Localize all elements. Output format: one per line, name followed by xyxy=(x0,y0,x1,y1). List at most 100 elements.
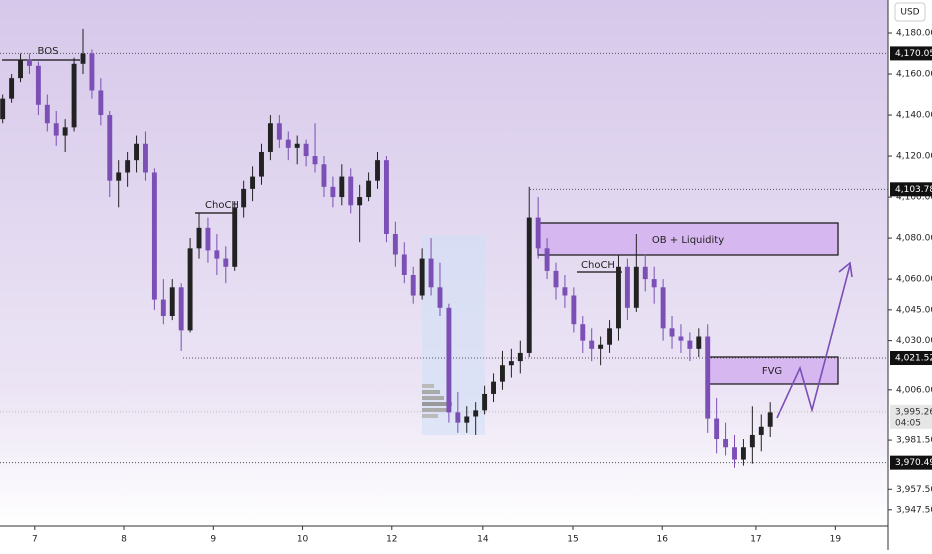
candle-body xyxy=(357,197,363,206)
y-tick-label: 4,045.000 xyxy=(896,305,932,315)
candle-body xyxy=(187,248,193,331)
candle-body xyxy=(160,299,166,317)
candle-body xyxy=(348,176,354,206)
candle-body xyxy=(134,143,140,161)
candle-body xyxy=(35,65,41,105)
candle-body xyxy=(758,426,764,435)
candle-body xyxy=(544,248,550,271)
candle-body xyxy=(696,336,702,349)
candle-body xyxy=(455,412,461,423)
candle-body xyxy=(330,186,336,198)
candle-body xyxy=(616,266,621,329)
candle-body xyxy=(410,274,416,296)
candle-body xyxy=(624,266,630,308)
price-label-box xyxy=(890,351,932,366)
candle-body xyxy=(714,418,720,440)
price-label: 4,103.780 xyxy=(895,185,932,195)
candle-body xyxy=(339,176,345,198)
currency-box[interactable] xyxy=(894,2,926,22)
candle-body xyxy=(571,295,577,325)
candle-body xyxy=(125,160,131,173)
annotation: BOS xyxy=(38,46,59,57)
annotation-shape xyxy=(776,264,851,419)
x-tick-label: 10 xyxy=(297,535,309,545)
candle-body xyxy=(598,344,604,349)
candle-body xyxy=(89,53,95,91)
y-tick-label: 4,030.000 xyxy=(896,336,932,346)
candle-body xyxy=(151,172,157,300)
candle-body xyxy=(526,217,532,353)
x-tick-label: 15 xyxy=(567,535,578,545)
price-label-box xyxy=(890,455,932,470)
candle-body xyxy=(98,90,104,116)
candle-body xyxy=(285,139,291,148)
x-tick-label: 7 xyxy=(32,535,38,545)
candle-body xyxy=(80,53,86,64)
candle-body xyxy=(749,434,755,448)
candle-body xyxy=(723,439,729,448)
price-label: 4,021.520 xyxy=(895,354,932,364)
candle-body xyxy=(276,123,282,140)
candle-body xyxy=(375,160,380,181)
candle-body xyxy=(62,127,68,136)
x-tick-label: 17 xyxy=(750,535,761,545)
candle-body xyxy=(0,98,6,120)
candle-body xyxy=(303,143,309,157)
candle-body xyxy=(259,151,264,177)
candle-body xyxy=(535,217,541,249)
y-tick-label: 4,060.000 xyxy=(896,275,932,285)
y-tick-label: 4,120.000 xyxy=(896,152,932,162)
candle-body xyxy=(767,412,773,427)
candle-body xyxy=(44,104,50,124)
candle-body xyxy=(26,59,32,66)
candle-body xyxy=(562,287,568,296)
annotation-shape xyxy=(838,261,853,278)
candle-body xyxy=(464,416,470,423)
candle-body xyxy=(214,250,220,259)
annotation-shape xyxy=(537,222,839,256)
candle-body xyxy=(482,393,488,411)
price-label-box xyxy=(890,46,932,61)
annotation-shape xyxy=(706,356,839,385)
candle-body xyxy=(18,59,23,79)
candle-body xyxy=(223,258,229,267)
y-tick-label: 4,160.000 xyxy=(896,70,932,80)
candle-body xyxy=(491,381,496,394)
candle-body xyxy=(241,188,247,208)
y-tick-label: 4,006.000 xyxy=(896,385,932,395)
annotation: OB + Liquidity xyxy=(652,235,724,246)
candle-body xyxy=(633,266,639,308)
price-label-box xyxy=(890,404,932,429)
candle-body xyxy=(678,336,684,341)
candle-body xyxy=(9,78,15,99)
price-label: 4,170.056 xyxy=(895,49,932,59)
x-tick-label: 16 xyxy=(656,535,668,545)
price-label: 3,995.260 xyxy=(895,407,932,417)
y-tick-label: 4,140.000 xyxy=(896,111,932,121)
candle-body xyxy=(116,172,122,181)
candle-body xyxy=(437,287,443,308)
x-tick-label: 8 xyxy=(121,535,127,545)
y-tick-label: 3,981.500 xyxy=(896,436,932,446)
candle-body xyxy=(169,287,175,317)
candle-body xyxy=(178,287,184,331)
candle-body xyxy=(642,266,648,280)
x-tick-label: 19 xyxy=(830,535,842,545)
candle-body xyxy=(321,164,327,187)
candle-body xyxy=(705,336,711,419)
candle-body xyxy=(660,287,666,329)
candle-body xyxy=(687,340,693,349)
candle-body xyxy=(651,279,657,288)
annotation: ChoCH xyxy=(205,200,239,211)
y-tick-label: 3,947.500 xyxy=(896,505,932,515)
candle-body xyxy=(205,227,211,251)
candle-body xyxy=(143,143,148,173)
candle-body xyxy=(508,361,514,366)
candle-body xyxy=(107,115,113,181)
x-tick-label: 14 xyxy=(477,535,489,545)
annotation: ChoCH xyxy=(581,260,615,271)
candle-body xyxy=(312,156,318,165)
candle-body xyxy=(53,123,59,136)
candle-body xyxy=(517,352,523,362)
